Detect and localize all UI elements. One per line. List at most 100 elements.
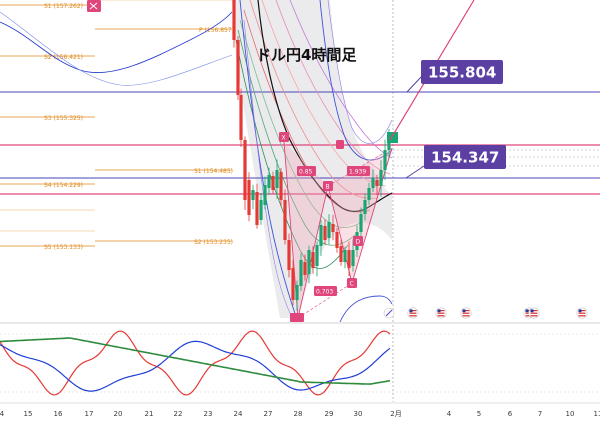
time-axis[interactable]: 4 15 16 17 20 21 22 23 24 27 28 29 30 2月 4 5 6 7 10 11 <box>0 410 600 418</box>
pattern-label-b: B <box>326 184 330 191</box>
us-flag-icon[interactable] <box>460 307 472 319</box>
ratio-badge-085[interactable] <box>297 166 316 176</box>
small-pattern-marker[interactable] <box>336 140 344 149</box>
envelope-upper-2 <box>327 0 393 144</box>
time-axis-tick: 11 <box>594 410 600 418</box>
time-axis-tick: 27 <box>264 410 273 418</box>
candle-body <box>255 192 259 225</box>
current-price-marker[interactable] <box>387 132 398 143</box>
ma-line <box>275 0 391 175</box>
ma-line <box>261 0 387 187</box>
us-flag-icon[interactable] <box>407 307 419 319</box>
us-flag-icon[interactable] <box>528 307 540 319</box>
candle-body <box>232 0 236 40</box>
pivot-label: S4 (154.229) <box>44 182 83 189</box>
candle-body <box>271 176 275 190</box>
lower-price-label: 154.347 <box>431 149 499 167</box>
pattern-marker-c[interactable] <box>347 278 357 288</box>
oscillator-green-line <box>0 337 391 385</box>
bollinger-band-upper <box>0 11 233 74</box>
event-icons[interactable] <box>383 307 395 319</box>
pivot-label: S3 (155.325) <box>44 115 83 122</box>
upper-price-label: 155.804 <box>428 64 496 82</box>
pattern-marker-b[interactable] <box>323 181 333 191</box>
candle-body <box>319 225 323 246</box>
candle-body <box>323 226 327 240</box>
candle-body <box>303 262 307 275</box>
candle-body <box>315 245 319 266</box>
lower-price-callout-box[interactable] <box>424 145 506 169</box>
oscillator-red-line <box>0 330 391 396</box>
time-axis-tick: 15 <box>24 410 33 418</box>
pivot-label: P (156.857) <box>199 27 234 34</box>
ratio-badge-0703[interactable] <box>314 286 337 296</box>
time-axis-tick: 6 <box>508 410 513 418</box>
pattern-label-d: D <box>356 239 361 246</box>
oscillator-pane[interactable] <box>0 325 600 402</box>
candle-body <box>283 200 287 240</box>
ratio-label-1939: 1.939 <box>349 169 366 176</box>
ratio-label-0703: 0.703 <box>316 289 333 296</box>
pivot-label: S1 (154.485) <box>194 168 233 175</box>
ma-line <box>239 19 363 228</box>
candle-body <box>291 268 295 300</box>
envelope-lower-2 <box>243 19 295 322</box>
candle-body <box>267 175 271 188</box>
low-marker[interactable] <box>290 313 304 322</box>
lower-price-callout[interactable]: 154.347 <box>424 145 506 169</box>
candle-body <box>243 140 247 200</box>
candle-body <box>359 214 363 232</box>
candle-body <box>335 232 339 248</box>
candle-body <box>363 200 367 214</box>
callout-pointer-upper <box>406 75 423 93</box>
pattern-label-x: X <box>282 135 286 142</box>
time-axis-tick: 23 <box>204 410 213 418</box>
ratio-badge-1939[interactable] <box>347 166 370 176</box>
time-axis-tick: 10 <box>566 410 575 418</box>
upper-price-callout-box[interactable] <box>421 60 503 84</box>
harmonic-zone-xab <box>284 142 328 318</box>
time-axis-tick: 28 <box>294 410 303 418</box>
candle-body <box>295 285 299 300</box>
pivot-levels: S1 (157.262) P (156.857) S2 (156.421) S3… <box>0 0 234 251</box>
time-axis-tick: 5 <box>477 410 481 418</box>
us-flag-icons[interactable] <box>407 307 588 319</box>
time-axis-tick: 4 <box>0 410 5 418</box>
candle-body <box>383 150 387 170</box>
pivot-label: S5 (153.133) <box>44 244 83 251</box>
ribbon-shade <box>232 0 392 318</box>
candle-body <box>379 170 383 186</box>
candle-body <box>275 170 279 188</box>
ma-ribbon <box>235 0 393 269</box>
time-axis-tick: 20 <box>114 410 123 418</box>
envelope-bottom <box>339 295 393 322</box>
candle-body <box>339 246 343 262</box>
candle-body <box>367 188 371 200</box>
pattern-markers[interactable]: X B D C 0.85 0.703 1.939 <box>87 0 370 322</box>
candle-body <box>299 260 303 286</box>
candle-body <box>287 240 291 270</box>
pivot-label: S2 (153.235) <box>194 239 233 246</box>
candle-body <box>279 172 283 200</box>
ma-line <box>249 0 379 199</box>
candle-body <box>311 252 315 268</box>
time-axis-tick: 7 <box>538 410 542 418</box>
us-flag-icon[interactable] <box>576 307 588 319</box>
pattern-marker-d[interactable] <box>353 236 363 246</box>
us-flag-icon[interactable] <box>435 307 447 319</box>
ratio-label-085: 0.85 <box>299 169 313 176</box>
candle-body <box>327 222 331 238</box>
candle-body <box>343 250 347 262</box>
pattern-marker-x[interactable] <box>279 132 289 142</box>
time-axis-tick: 2月 <box>390 410 401 418</box>
bollinger-band-outer <box>0 11 233 86</box>
envelope-lower <box>239 0 299 322</box>
candle-body <box>251 190 255 200</box>
candle-body <box>239 95 243 140</box>
candle-body <box>387 138 391 150</box>
time-axis-tick: 21 <box>145 410 154 418</box>
time-axis-tick: 17 <box>85 410 94 418</box>
upper-price-callout[interactable]: 155.804 <box>421 60 503 84</box>
time-axis-tick: 16 <box>54 410 63 418</box>
